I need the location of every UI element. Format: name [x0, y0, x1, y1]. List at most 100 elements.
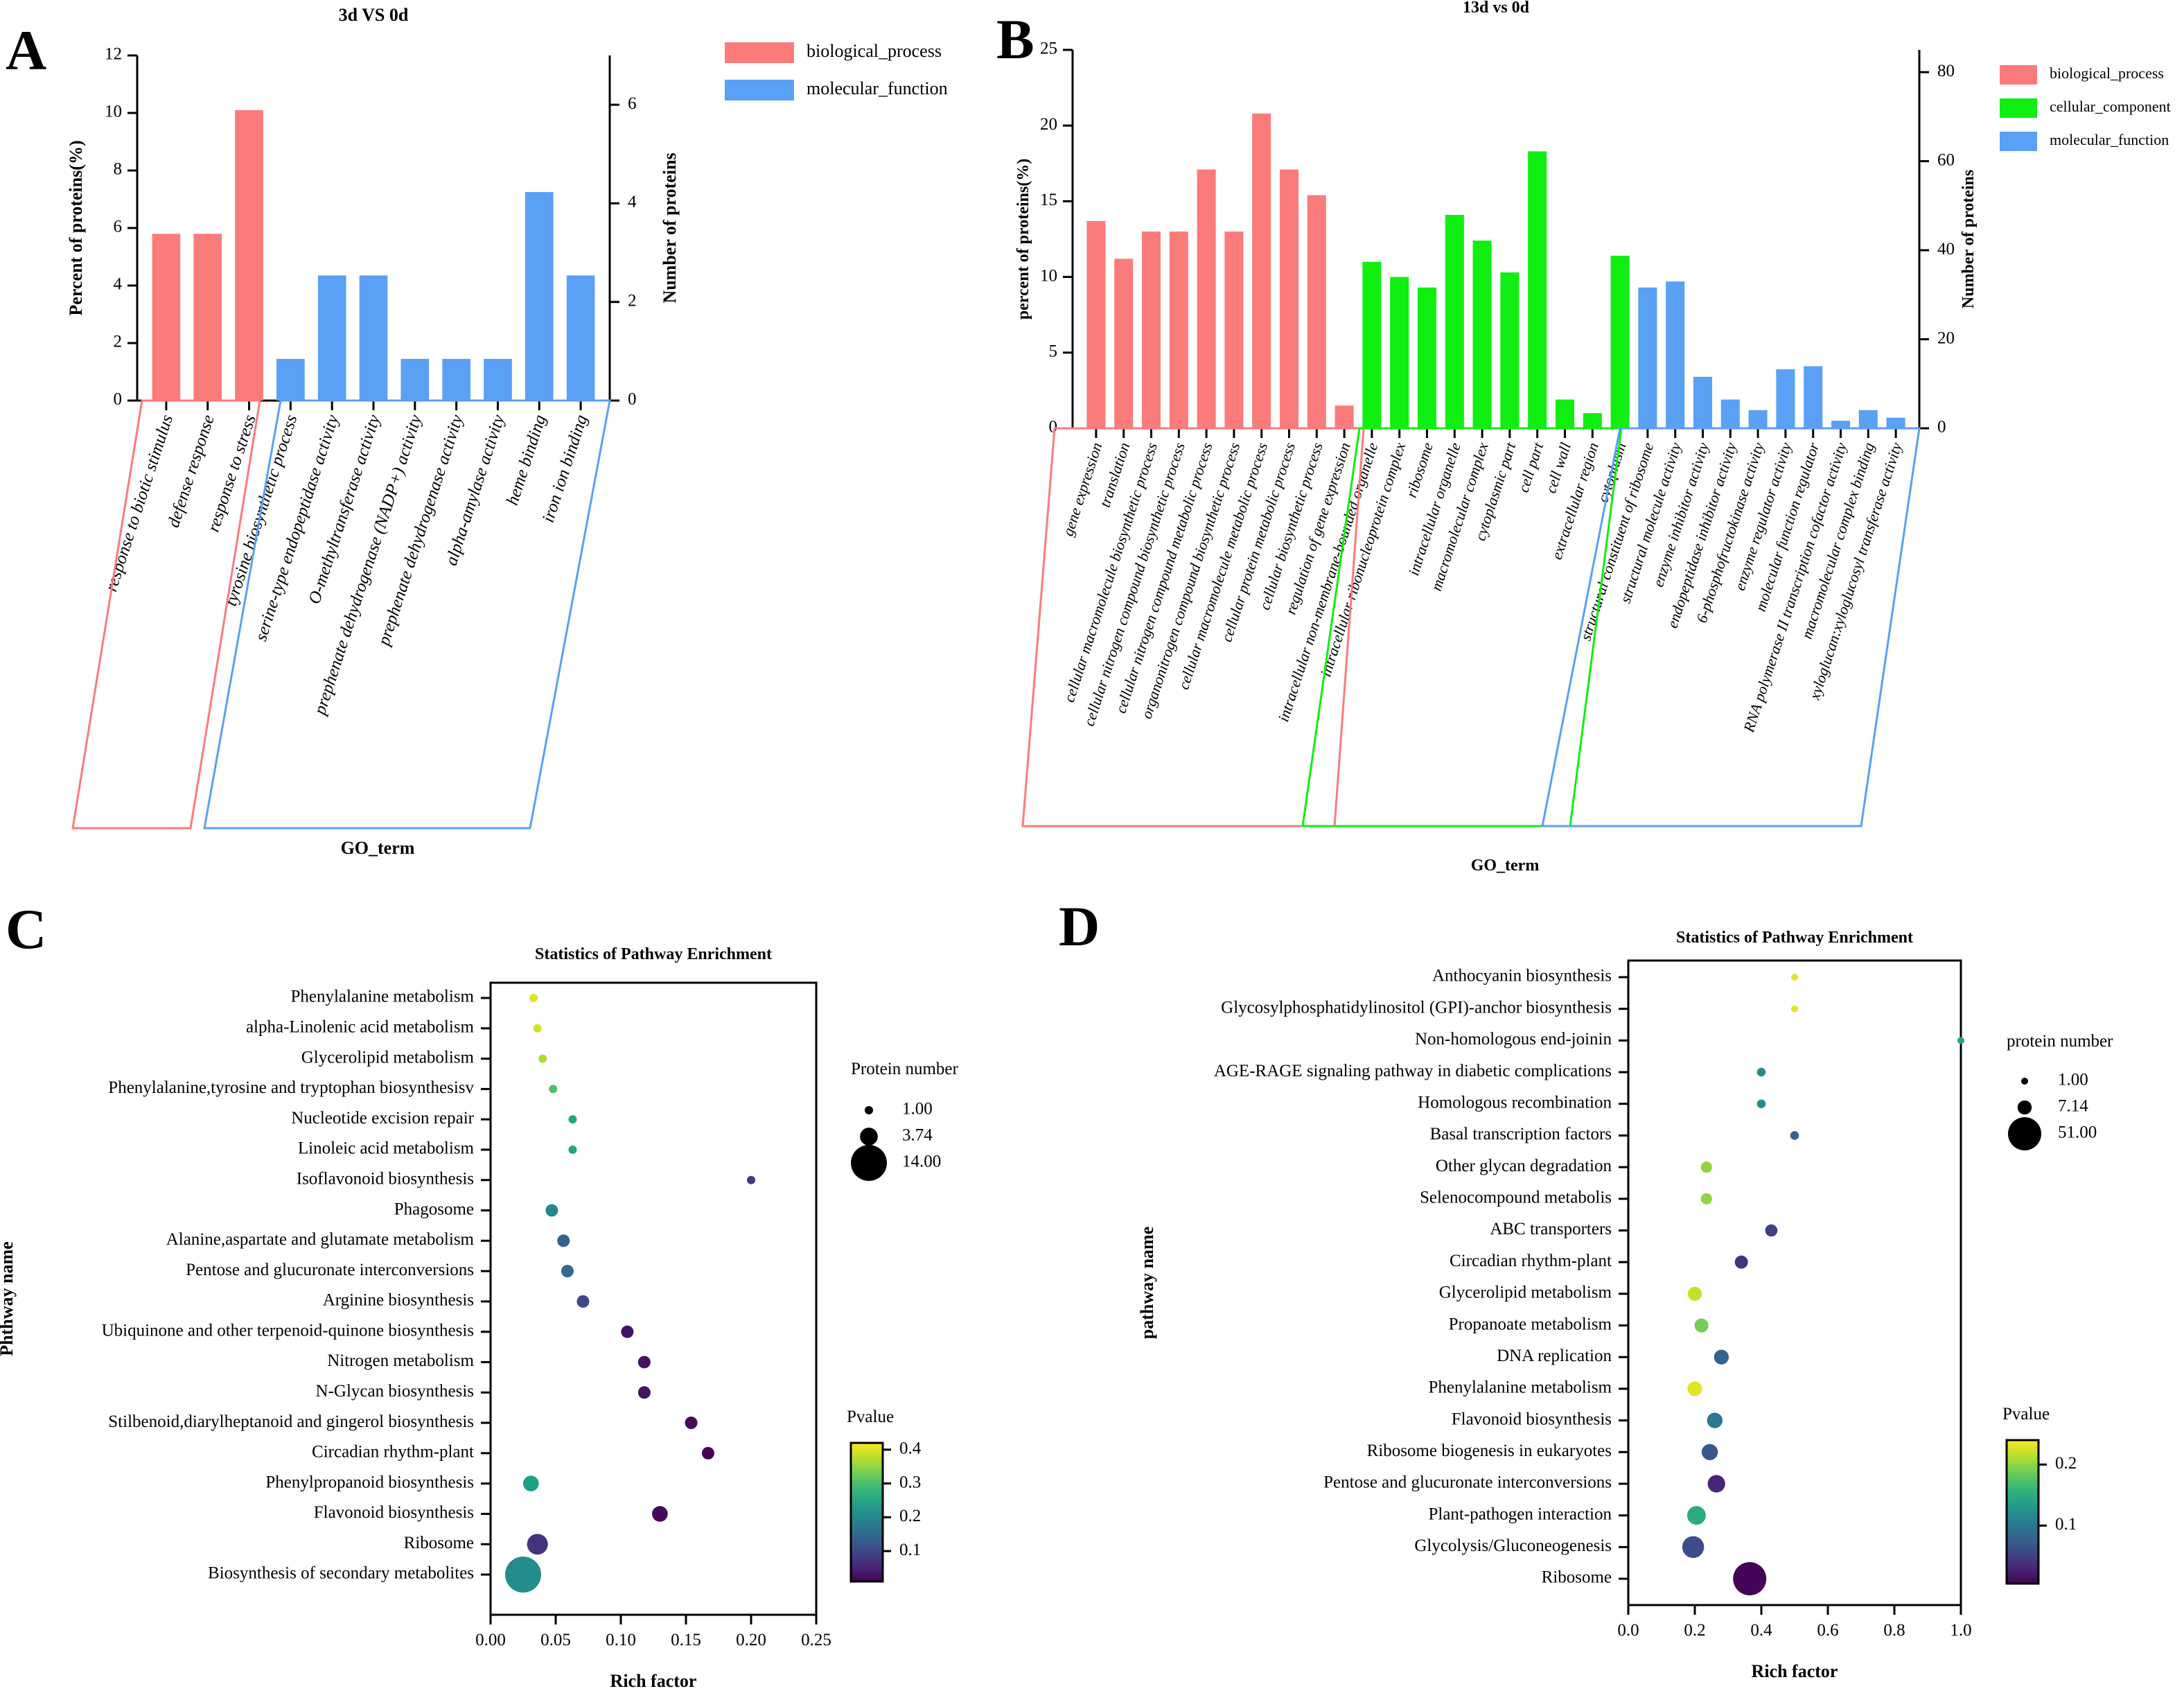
panel-d-xtick-label: 0.6: [1817, 1621, 1838, 1640]
panel-d-size-legend-dot: [2021, 1078, 2028, 1085]
panel-b-bar-intracellular-ribonucleoprotein-complex: [1390, 277, 1409, 428]
panel-a-ytick-label: 10: [105, 103, 122, 121]
panel-d-point-pentose-and-glucuronate-interconversions: [1707, 1475, 1725, 1493]
panel-d-xtick-label: 0.4: [1750, 1621, 1772, 1640]
panel-c-size-legend-label: 3.74: [902, 1126, 933, 1145]
panel-b-bar-gene-expression: [1086, 220, 1106, 428]
panel-c-pathway-label: alpha-Linolenic acid metabolism: [246, 1018, 475, 1037]
panel-a-bar-response-to-biotic-stimulus: [152, 234, 181, 401]
panel-b-title: 13d vs 0d: [1463, 0, 1530, 17]
panel-c-pathway-label: Isoflavonoid biosynthesis: [297, 1169, 474, 1188]
panel-b-bar-macromolecular-complex: [1472, 240, 1492, 428]
panel-c-point-stilbenoid-diarylheptanoid-and-gingerol-biosynthesis: [685, 1417, 698, 1430]
panel-d-point-phenylalanine-metabolism: [1687, 1381, 1702, 1396]
panel-a-ytick-right-label: 4: [628, 193, 637, 211]
panel-a-bar-tyrosine-biosynthetic-process: [276, 358, 305, 401]
panel-c-point-phenylpropanoid-biosynthesis: [522, 1475, 539, 1491]
panel-b-bar-cell-part: [1528, 151, 1547, 428]
panel-d-pathway-label: Ribosome biogenesis in eukaryotes: [1367, 1442, 1612, 1460]
panel-b-legend-label: biological_process: [2050, 64, 2164, 82]
panel-b-category-label: cell wall: [1542, 440, 1574, 495]
panel-b-bar-cytoplasm: [1610, 256, 1630, 428]
panel-b-bar-rna-polymerase-ii-transcription-cofactor-activity: [1831, 421, 1851, 428]
panel-c-pathway-label: Phenylalanine,tyrosine and tryptophan bi…: [108, 1078, 474, 1097]
panel-c-pathway-label: Ribosome: [404, 1534, 474, 1552]
panel-d-pathway-label: Flavonoid biosynthesis: [1452, 1410, 1612, 1428]
panel-b-bar-macromolecular-complex-binding: [1858, 410, 1878, 428]
panel-c-point-phenylalanine-tyrosine-and-tryptophan-biosynthesisv: [549, 1085, 558, 1094]
panel-a-ytick-label: 0: [114, 390, 123, 409]
panel-d-pathway-label: Phenylalanine metabolism: [1428, 1378, 1612, 1397]
panel-c-point-alpha-linolenic-acid-metabolism: [533, 1024, 542, 1033]
panel-d-point-glycolysis-gluconeogenesis: [1682, 1536, 1705, 1559]
panel-a-bar-prephenate-dehydrogenase-activity: [442, 358, 470, 401]
panel-d-point-plant-pathogen-interaction: [1687, 1506, 1706, 1525]
panel-c-pathway-label: N-Glycan biosynthesis: [316, 1382, 474, 1401]
panel-d-point-flavonoid-biosynthesis: [1707, 1412, 1723, 1428]
panel-c-xtick-label: 0.15: [671, 1631, 701, 1649]
panel-d-pathway-label: AGE-RAGE signaling pathway in diabetic c…: [1214, 1062, 1612, 1080]
panel-b-bar-6-phosphofructokinase-activity: [1748, 410, 1768, 428]
panel-c-colorbar-label: 0.2: [899, 1507, 921, 1525]
panel-d-colorbar-label: 0.2: [2055, 1454, 2077, 1473]
panel-b-bar-enzyme-inhibitor-activity: [1693, 376, 1713, 428]
panel-c-point-pentose-and-glucuronate-interconversions: [561, 1265, 574, 1278]
panel-c-bubble-chart: Statistics of Pathway Enrichment 0.00 0.05…: [0, 945, 959, 1691]
panel-d-point-abc-transporters: [1765, 1224, 1778, 1237]
panel-d-xtick-label: 0.0: [1617, 1621, 1639, 1640]
panel-a-bar-defense-response: [193, 234, 222, 401]
panel-a-title: 3d VS 0d: [339, 5, 409, 25]
panel-d-pathway-label: Non-homologous end-joinin: [1415, 1030, 1612, 1049]
panel-d-point-selenocompound-metabolis: [1700, 1193, 1712, 1204]
panel-c-point-linoleic-acid-metabolism: [568, 1145, 577, 1154]
panel-b-bar-structural-constituent-of-ribosome: [1638, 287, 1657, 428]
panel-c-point-glycerolipid-metabolism: [538, 1054, 547, 1063]
panel-b-bar-xyloglucan-xyloglucosyl-transferase-activity: [1886, 417, 1905, 428]
panel-a-bar-o-methyltransferase-activity: [359, 275, 388, 401]
panel-a-legend-swatch-biological-process: [725, 42, 794, 63]
panel-c-pathway-label: Phagosome: [394, 1200, 474, 1218]
panel-b-legend-swatch-cellular-component: [2000, 98, 2037, 118]
panel-d-pathway-label: Glycolysis/Gluconeogenesis: [1414, 1536, 1612, 1555]
panel-d-point-dna-replication: [1714, 1349, 1729, 1365]
panel-c-colorbar: [849, 1442, 884, 1583]
panel-b-bar-translation: [1114, 259, 1134, 428]
panel-c-xtick-label: 0.25: [801, 1631, 831, 1649]
panel-b-bar-extracellular-region: [1583, 413, 1602, 428]
panel-b-group-bracket-molecular-function: [1541, 427, 1921, 827]
panel-d-pathway-label: Selenocompound metabolis: [1420, 1189, 1612, 1207]
panel-c-ylabel: Phthway name: [0, 1241, 17, 1356]
panel-b-bar-intracellular-non-membrane-bounded-organelle: [1362, 261, 1382, 428]
panel-b-bar-cytoplasmic-part: [1500, 272, 1520, 428]
panel-c-pathway-label: Biosynthesis of secondary metabolites: [208, 1564, 474, 1583]
panel-d-pathway-label: Other glycan degradation: [1436, 1157, 1612, 1175]
panel-a-bar-prephenate-dehydrogenase-nadp-activity: [400, 358, 430, 401]
panel-d-pathway-label: Glycosylphosphatidylinositol (GPI)-ancho…: [1221, 998, 1612, 1017]
panel-c-pathway-label: Ubiquinone and other terpenoid-quinone b…: [102, 1321, 474, 1340]
panel-d-pathway-label: Circadian rhythm-plant: [1450, 1252, 1612, 1270]
panel-b-bar-enzyme-regulator-activity: [1776, 369, 1795, 428]
panel-c-xtick-label: 0.00: [475, 1631, 506, 1649]
panel-a-category-label: response to biotic stimulus: [102, 412, 177, 594]
panel-c-pathway-label: Phenylpropanoid biosynthesis: [265, 1473, 474, 1491]
panel-d-pathway-label: Plant-pathogen interaction: [1428, 1505, 1612, 1523]
panel-b-legend-label: cellular_component: [2050, 98, 2171, 115]
panel-a-ytick-label: 12: [105, 45, 122, 64]
panel-b-bar-cellular-macromolecule-metabolic-process: [1252, 113, 1271, 428]
panel-a-ytick-right-label: 0: [628, 390, 637, 409]
panel-c-colorbar-title: Pvalue: [847, 1408, 894, 1426]
panel-b-legend-label: molecular_function: [2050, 131, 2169, 148]
panel-c-point-phagosome: [545, 1204, 558, 1217]
panel-c-pathway-label: Arginine biosynthesis: [323, 1291, 474, 1310]
panel-c-size-legend-dot: [851, 1145, 887, 1181]
panel-b-bar-structural-molecule-activity: [1666, 281, 1685, 428]
panel-b-ytick-label: 25: [1040, 40, 1057, 58]
panel-c-point-n-glycan-biosynthesis: [637, 1386, 651, 1399]
panel-label-d: D: [1059, 895, 1100, 958]
panel-d-pathway-label: Basal transcription factors: [1430, 1125, 1612, 1144]
panel-b-ytick-label: 20: [1040, 115, 1057, 134]
panel-b-ytick-label: 10: [1040, 266, 1057, 285]
panel-d-size-legend-title: protein number: [2007, 1032, 2113, 1051]
panel-a-bar-heme-binding: [525, 192, 554, 401]
panel-d-point-propanoate-metabolism: [1694, 1318, 1709, 1333]
